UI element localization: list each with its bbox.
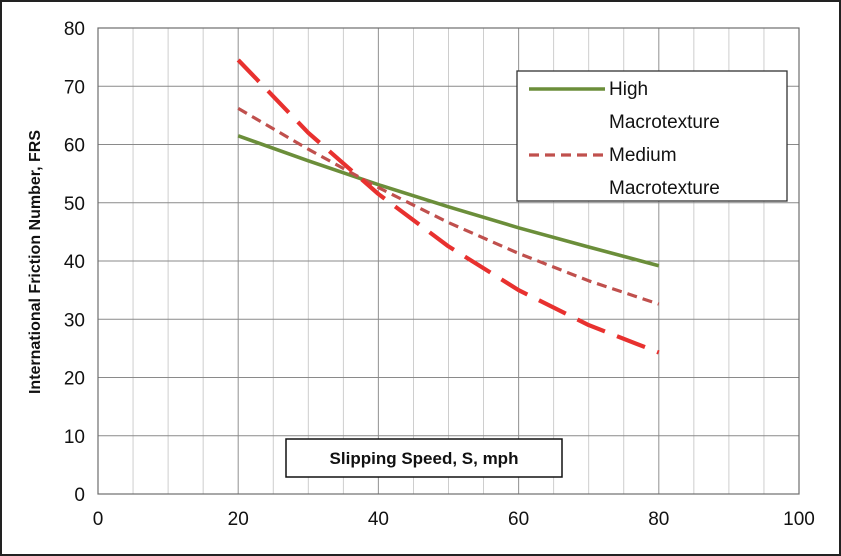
x-tick-label: 80 (648, 509, 669, 530)
y-tick-label: 50 (64, 194, 85, 215)
x-tick-label: 20 (228, 509, 249, 530)
y-tick-label: 60 (64, 136, 85, 157)
legend-label-1: High (609, 79, 648, 100)
legend: High Macrotexture Medium Macrotexture (516, 70, 788, 202)
y-tick-label: 80 (64, 19, 85, 40)
series-line-3 (236, 58, 660, 355)
y-tick-label: 10 (64, 427, 85, 448)
x-tick-label: 60 (508, 509, 529, 530)
x-axis-label-border (285, 438, 563, 478)
legend-label-2: Macrotexture (609, 178, 720, 199)
series-line-2 (237, 107, 660, 306)
y-tick-label: 0 (74, 485, 85, 506)
x-axis-label: Slipping Speed, S, mph (330, 449, 519, 468)
y-tick-label: 70 (64, 77, 85, 98)
y-axis-label: International Friction Number, FRS (27, 130, 44, 394)
series-line-1 (237, 134, 660, 268)
legend-label-2: Medium (609, 145, 677, 166)
y-tick-label: 40 (64, 252, 85, 273)
x-tick-label: 0 (93, 509, 104, 530)
x-axis-label-box: Slipping Speed, S, mph (285, 438, 563, 478)
y-tick-label: 20 (64, 369, 85, 390)
legend-box (516, 70, 788, 202)
plot-area-border (97, 27, 800, 495)
y-tick-label: 30 (64, 310, 85, 331)
x-tick-label: 40 (368, 509, 389, 530)
series-group (236, 58, 660, 355)
legend-label-1: Macrotexture (609, 112, 720, 133)
x-tick-label: 100 (783, 509, 815, 530)
axes: 0 10 20 30 40 50 60 70 80 0 20 40 60 80 100 (64, 19, 815, 530)
